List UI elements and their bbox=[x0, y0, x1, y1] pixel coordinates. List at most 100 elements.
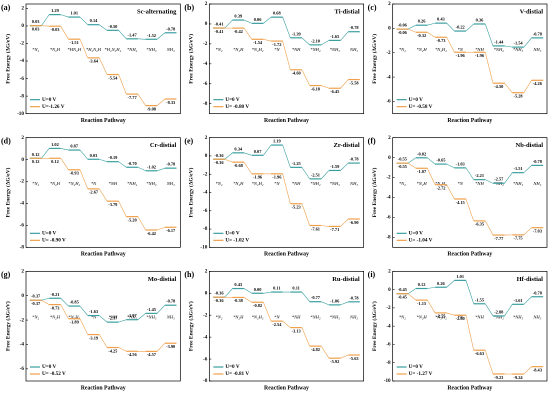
y-tick-label: -4 bbox=[203, 190, 208, 196]
y-tick-label: -4 bbox=[20, 58, 25, 64]
connector bbox=[523, 296, 532, 305]
value-label: -0.06 bbox=[398, 30, 408, 35]
connector bbox=[301, 167, 310, 180]
category-label: *NH₂ bbox=[310, 181, 321, 186]
panel-label: (i) bbox=[368, 270, 376, 279]
value-label: -0.78 bbox=[533, 31, 543, 36]
value-label: -4.56 bbox=[128, 352, 138, 357]
category-label: *N₂H₂ bbox=[68, 314, 80, 319]
value-label: -5.23 bbox=[292, 205, 302, 210]
connector bbox=[99, 57, 108, 75]
connector bbox=[301, 327, 310, 347]
value-label: -1.72 bbox=[272, 42, 281, 47]
y-tick-label: -4 bbox=[20, 342, 25, 348]
category-label: *N₂ bbox=[215, 314, 222, 319]
x-axis-label: Reaction Pathway bbox=[81, 252, 126, 258]
legend-label: U= -0.90 V bbox=[42, 238, 66, 244]
plot-frame bbox=[25, 270, 181, 382]
connector bbox=[485, 179, 494, 184]
panel-label: (a) bbox=[1, 3, 11, 12]
connector bbox=[301, 203, 310, 226]
connector bbox=[407, 293, 417, 301]
connector bbox=[301, 291, 310, 302]
value-label: -0.36 bbox=[214, 153, 224, 158]
category-label: *NH₂ bbox=[127, 314, 138, 319]
legend-label: U=0 V bbox=[409, 231, 423, 237]
y-axis-label: Free Energy (ΔG/eV) bbox=[371, 301, 378, 351]
value-label: 0.03 bbox=[32, 19, 40, 24]
panel-label: (h) bbox=[184, 270, 194, 279]
value-label: -6.17 bbox=[166, 228, 176, 233]
value-label: -7.61 bbox=[311, 226, 320, 231]
category-label: *NH bbox=[475, 47, 484, 52]
panel-title: Ru-distial bbox=[332, 276, 360, 283]
legend-label: U=0 V bbox=[42, 364, 56, 370]
value-label: -0.85 bbox=[70, 300, 80, 305]
category-label: *NH bbox=[292, 314, 301, 319]
value-label: -0.38 bbox=[234, 298, 244, 303]
y-tick-label: -4 bbox=[386, 74, 391, 80]
value-label: -2.51 bbox=[311, 172, 320, 177]
y-tick-label: 0 bbox=[388, 155, 391, 161]
connector bbox=[243, 152, 252, 156]
value-label: -0.73 bbox=[50, 305, 60, 310]
connector bbox=[99, 188, 108, 202]
connector bbox=[523, 227, 532, 236]
y-tick-label: 2 bbox=[21, 6, 24, 12]
value-label: -8.43 bbox=[533, 367, 543, 372]
category-label: *N₂H bbox=[416, 314, 427, 319]
value-label: 0.43 bbox=[234, 282, 242, 287]
x-axis-label: Reaction Pathway bbox=[264, 252, 309, 258]
category-label: *N bbox=[458, 314, 464, 319]
connector bbox=[321, 40, 330, 46]
value-label: -2.10 bbox=[311, 38, 321, 43]
panel-title: Ti-distial bbox=[334, 8, 359, 15]
y-tick-label: 2 bbox=[388, 135, 391, 141]
category-label: *NH₃ bbox=[330, 314, 341, 319]
connector bbox=[427, 286, 436, 289]
connector bbox=[282, 144, 291, 168]
value-label: -0.36 bbox=[214, 291, 224, 296]
legend-label: U=0 V bbox=[42, 231, 56, 237]
connector bbox=[446, 184, 455, 200]
category-label: *NH₃ bbox=[146, 181, 157, 186]
connector bbox=[118, 319, 127, 323]
value-label: -2.80 bbox=[456, 316, 466, 321]
value-label: -0.36 bbox=[214, 298, 224, 303]
value-label: -9.24 bbox=[513, 375, 523, 380]
value-label: -0.78 bbox=[166, 26, 176, 31]
value-label: -3.90 bbox=[166, 344, 176, 349]
category-label: *N bbox=[458, 47, 464, 52]
value-label: -1.44 bbox=[494, 39, 504, 44]
connector bbox=[340, 162, 349, 171]
x-axis-label: Reaction Pathway bbox=[81, 118, 126, 124]
value-label: -1.59 bbox=[330, 164, 340, 169]
y-tick-label: 2 bbox=[205, 269, 208, 275]
value-label: -0.22 bbox=[456, 25, 465, 30]
value-label: 0.87 bbox=[70, 144, 78, 149]
connector bbox=[282, 41, 291, 70]
panel-label: (e) bbox=[184, 136, 193, 145]
connector bbox=[157, 167, 165, 172]
value-label: -0.93 bbox=[70, 171, 80, 176]
connector bbox=[118, 201, 127, 217]
panel-title: V-distial bbox=[520, 8, 544, 15]
value-label: -2.21 bbox=[475, 173, 484, 178]
value-label: -3.64 bbox=[89, 59, 99, 64]
connector bbox=[407, 28, 416, 33]
y-tick-label: 0 bbox=[205, 153, 208, 159]
category-label: *N₂H bbox=[233, 47, 244, 52]
value-label: -2.54 bbox=[272, 322, 282, 327]
connector bbox=[60, 14, 69, 18]
connector bbox=[446, 312, 455, 316]
y-tick-label: -6 bbox=[20, 76, 25, 82]
value-label: -2.55 bbox=[436, 314, 446, 319]
category-label: *N bbox=[274, 181, 280, 186]
y-tick-label: -8 bbox=[203, 378, 208, 384]
value-label: -1.47 bbox=[128, 32, 138, 37]
category-label: *N₂ bbox=[399, 47, 406, 52]
connector bbox=[321, 225, 329, 227]
category-label: *NH₃ bbox=[146, 314, 157, 319]
value-label: -0.78 bbox=[349, 25, 359, 30]
value-label: -5.92 bbox=[330, 359, 339, 364]
